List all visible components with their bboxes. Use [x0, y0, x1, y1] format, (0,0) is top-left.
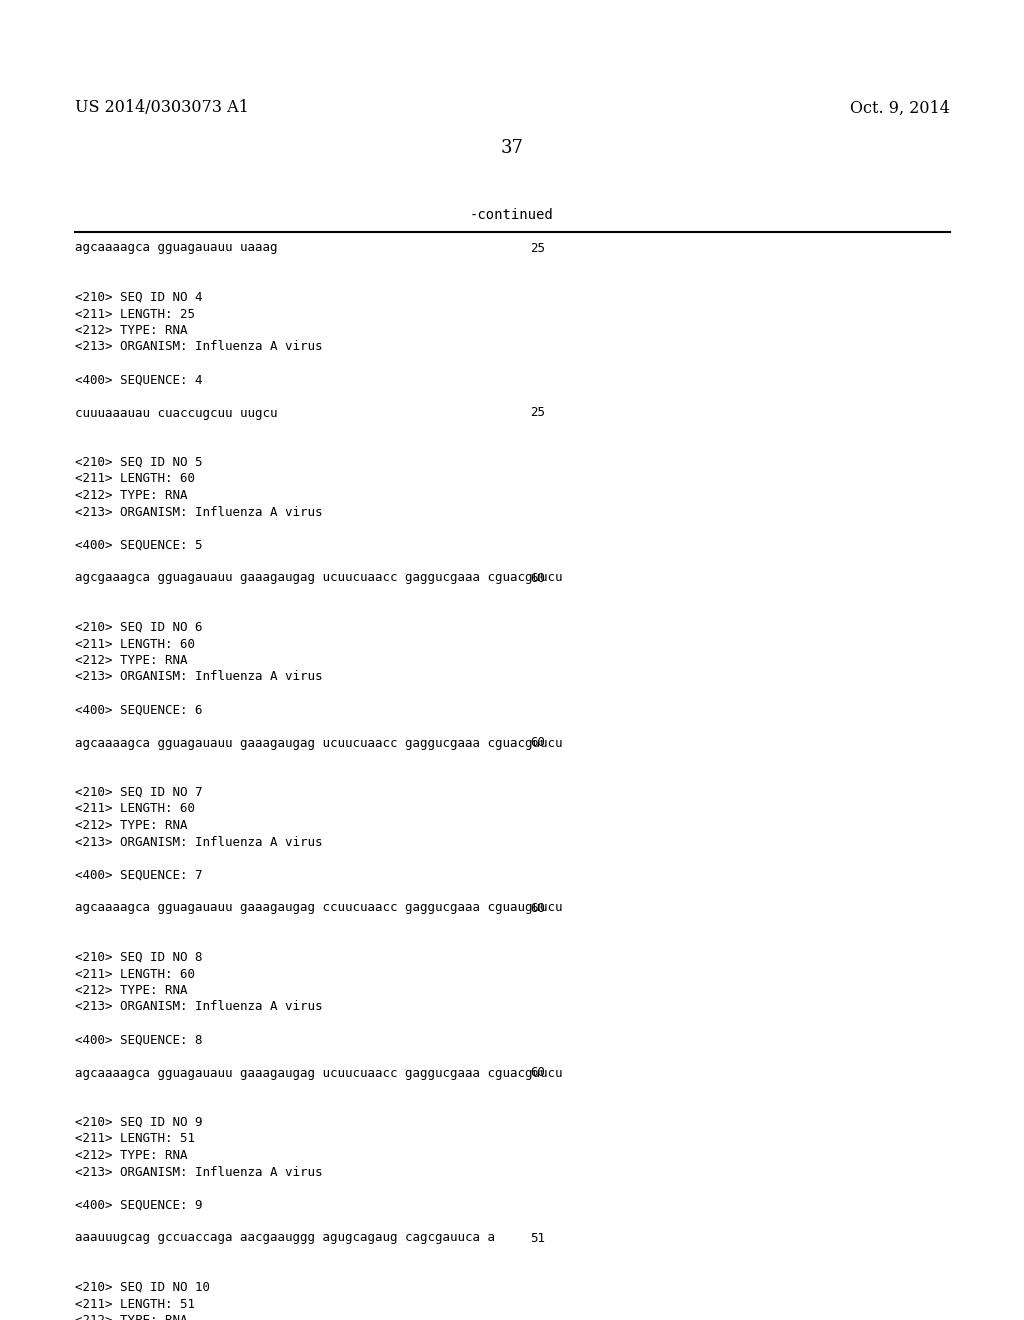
Text: <213> ORGANISM: Influenza A virus: <213> ORGANISM: Influenza A virus: [75, 341, 323, 354]
Text: <212> TYPE: RNA: <212> TYPE: RNA: [75, 818, 187, 832]
Text: <210> SEQ ID NO 10: <210> SEQ ID NO 10: [75, 1280, 210, 1294]
Text: 60: 60: [530, 572, 545, 585]
Text: <213> ORGANISM: Influenza A virus: <213> ORGANISM: Influenza A virus: [75, 671, 323, 684]
Text: <211> LENGTH: 25: <211> LENGTH: 25: [75, 308, 195, 321]
Text: <210> SEQ ID NO 7: <210> SEQ ID NO 7: [75, 785, 203, 799]
Text: <212> TYPE: RNA: <212> TYPE: RNA: [75, 488, 187, 502]
Text: 25: 25: [530, 242, 545, 255]
Text: cuuuaaauau cuaccugcuu uugcu: cuuuaaauau cuaccugcuu uugcu: [75, 407, 278, 420]
Text: <211> LENGTH: 60: <211> LENGTH: 60: [75, 803, 195, 816]
Text: agcaaaagca gguagauauu gaaagaugag ccuucuaacc gaggucgaaa cguauguucu: agcaaaagca gguagauauu gaaagaugag ccuucua…: [75, 902, 562, 915]
Text: 25: 25: [530, 407, 545, 420]
Text: <213> ORGANISM: Influenza A virus: <213> ORGANISM: Influenza A virus: [75, 1001, 323, 1014]
Text: <212> TYPE: RNA: <212> TYPE: RNA: [75, 983, 187, 997]
Text: <400> SEQUENCE: 5: <400> SEQUENCE: 5: [75, 539, 203, 552]
Text: 37: 37: [501, 139, 523, 157]
Text: <213> ORGANISM: Influenza A virus: <213> ORGANISM: Influenza A virus: [75, 1166, 323, 1179]
Text: 60: 60: [530, 902, 545, 915]
Text: aaauuugcag gccuaccaga aacgaauggg agugcagaug cagcgauuca a: aaauuugcag gccuaccaga aacgaauggg agugcag…: [75, 1232, 495, 1245]
Text: <212> TYPE: RNA: <212> TYPE: RNA: [75, 1313, 187, 1320]
Text: <400> SEQUENCE: 4: <400> SEQUENCE: 4: [75, 374, 203, 387]
Text: <212> TYPE: RNA: <212> TYPE: RNA: [75, 653, 187, 667]
Text: 60: 60: [530, 1067, 545, 1080]
Text: <211> LENGTH: 60: <211> LENGTH: 60: [75, 473, 195, 486]
Text: <213> ORGANISM: Influenza A virus: <213> ORGANISM: Influenza A virus: [75, 506, 323, 519]
Text: <400> SEQUENCE: 9: <400> SEQUENCE: 9: [75, 1199, 203, 1212]
Text: agcaaaagca gguagauauu gaaagaugag ucuucuaacc gaggucgaaa cguacguucu: agcaaaagca gguagauauu gaaagaugag ucuucua…: [75, 737, 562, 750]
Text: Oct. 9, 2014: Oct. 9, 2014: [850, 99, 950, 116]
Text: <210> SEQ ID NO 5: <210> SEQ ID NO 5: [75, 455, 203, 469]
Text: <210> SEQ ID NO 4: <210> SEQ ID NO 4: [75, 290, 203, 304]
Text: <210> SEQ ID NO 6: <210> SEQ ID NO 6: [75, 620, 203, 634]
Text: agcaaaagca gguagauauu uaaag: agcaaaagca gguagauauu uaaag: [75, 242, 278, 255]
Text: <211> LENGTH: 60: <211> LENGTH: 60: [75, 968, 195, 981]
Text: 51: 51: [530, 1232, 545, 1245]
Text: <213> ORGANISM: Influenza A virus: <213> ORGANISM: Influenza A virus: [75, 836, 323, 849]
Text: -continued: -continued: [470, 209, 554, 222]
Text: <211> LENGTH: 51: <211> LENGTH: 51: [75, 1133, 195, 1146]
Text: <212> TYPE: RNA: <212> TYPE: RNA: [75, 323, 187, 337]
Text: <211> LENGTH: 51: <211> LENGTH: 51: [75, 1298, 195, 1311]
Text: <211> LENGTH: 60: <211> LENGTH: 60: [75, 638, 195, 651]
Text: <400> SEQUENCE: 7: <400> SEQUENCE: 7: [75, 869, 203, 882]
Text: <210> SEQ ID NO 9: <210> SEQ ID NO 9: [75, 1115, 203, 1129]
Text: <212> TYPE: RNA: <212> TYPE: RNA: [75, 1148, 187, 1162]
Text: <400> SEQUENCE: 6: <400> SEQUENCE: 6: [75, 704, 203, 717]
Text: 60: 60: [530, 737, 545, 750]
Text: agcgaaagca gguagauauu gaaagaugag ucuucuaacc gaggucgaaa cguacguucu: agcgaaagca gguagauauu gaaagaugag ucuucua…: [75, 572, 562, 585]
Text: agcaaaagca gguagauauu gaaagaugag ucuucuaacc gaggucgaaa cguacguucu: agcaaaagca gguagauauu gaaagaugag ucuucua…: [75, 1067, 562, 1080]
Text: <210> SEQ ID NO 8: <210> SEQ ID NO 8: [75, 950, 203, 964]
Text: US 2014/0303073 A1: US 2014/0303073 A1: [75, 99, 249, 116]
Text: <400> SEQUENCE: 8: <400> SEQUENCE: 8: [75, 1034, 203, 1047]
